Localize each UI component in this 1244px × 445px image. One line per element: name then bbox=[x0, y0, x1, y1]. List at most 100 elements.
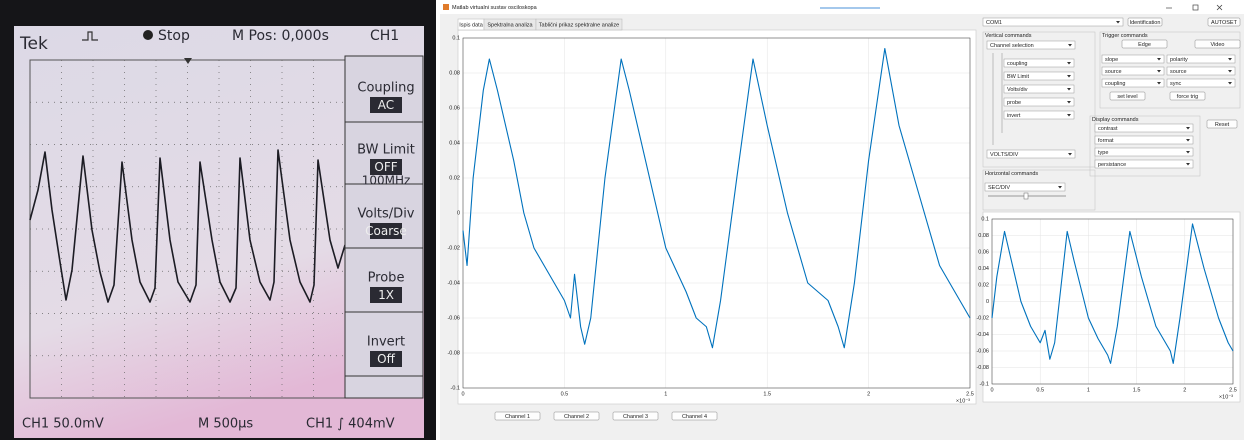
button[interactable] bbox=[1207, 17, 1241, 27]
button[interactable] bbox=[1194, 39, 1241, 49]
stop-dot bbox=[143, 30, 153, 40]
y-tick-label: -0.02 bbox=[447, 245, 460, 251]
panel bbox=[982, 169, 1096, 211]
dropdown-arrow bbox=[1228, 70, 1232, 73]
dropdown-arrow bbox=[1068, 44, 1072, 47]
button-label: AUTOSET bbox=[1211, 20, 1238, 26]
dropdown[interactable] bbox=[1101, 54, 1165, 64]
status: Stop bbox=[158, 28, 190, 44]
dropdown-arrow bbox=[1157, 58, 1161, 61]
dropdown-label: Channel selection bbox=[990, 43, 1034, 49]
dropdown-label: probe bbox=[1007, 100, 1021, 106]
dropdown-label: Volts/div bbox=[1007, 87, 1028, 93]
x-tick-label: 1 bbox=[1087, 387, 1090, 393]
x-tick-label: 0 bbox=[461, 391, 464, 397]
y-tick-label: -0.06 bbox=[447, 315, 460, 321]
dropdown-arrow bbox=[1186, 163, 1190, 166]
dropdown[interactable] bbox=[1166, 54, 1236, 64]
y-tick-label: -0.02 bbox=[976, 315, 989, 321]
dropdown-label: invert bbox=[1007, 113, 1021, 119]
x-tick-label: 2 bbox=[1183, 387, 1186, 393]
dropdown-label: polarity bbox=[1170, 57, 1188, 63]
menu-value-bg bbox=[370, 287, 402, 303]
app-icon bbox=[443, 4, 449, 10]
close[interactable] bbox=[1216, 4, 1223, 11]
dropdown-label: persistance bbox=[1098, 162, 1126, 168]
dropdown[interactable] bbox=[986, 149, 1076, 159]
tab-label: Tablični prikaz spektralne analize bbox=[539, 22, 619, 28]
y-tick-label: -0.04 bbox=[447, 280, 460, 286]
dropdown[interactable] bbox=[1101, 78, 1165, 88]
position: M Pos: 0,000s bbox=[232, 28, 329, 44]
dropdown-arrow bbox=[1157, 70, 1161, 73]
menu-value-bg bbox=[370, 97, 402, 113]
dropdown-label: coupling bbox=[1007, 61, 1028, 67]
tab-label: Spektralna analiza bbox=[487, 22, 533, 28]
dropdown[interactable] bbox=[1101, 66, 1165, 76]
dropdown[interactable] bbox=[1003, 110, 1075, 120]
button[interactable] bbox=[494, 411, 541, 421]
dropdown[interactable] bbox=[984, 182, 1066, 192]
dropdown-label: sync bbox=[1170, 81, 1182, 87]
button-label: Video bbox=[1211, 42, 1225, 48]
button-label: Channel 4 bbox=[682, 414, 707, 420]
panel bbox=[982, 31, 1096, 168]
panel-title: Trigger commands bbox=[1102, 33, 1148, 39]
dropdown[interactable] bbox=[1166, 66, 1236, 76]
button-label: Channel 3 bbox=[623, 414, 648, 420]
dropdown-arrow bbox=[1186, 151, 1190, 154]
button[interactable] bbox=[612, 411, 659, 421]
dropdown-label: type bbox=[1098, 150, 1108, 156]
y-tick-label: -0.06 bbox=[976, 348, 989, 354]
app-window: Matlab virtualni sustav osciloskopa Ispi… bbox=[440, 0, 1244, 440]
menu-extra: 100MHz bbox=[362, 174, 411, 188]
y-tick-label: 0.06 bbox=[449, 105, 460, 111]
button[interactable] bbox=[1169, 91, 1206, 101]
slider-thumb[interactable] bbox=[1023, 192, 1029, 200]
button[interactable] bbox=[1206, 119, 1238, 129]
button-label: Channel 1 bbox=[505, 414, 530, 420]
menu-label: Probe bbox=[368, 271, 405, 286]
dropdown[interactable] bbox=[1003, 58, 1075, 68]
dropdown[interactable] bbox=[1003, 84, 1075, 94]
button[interactable] bbox=[1121, 39, 1168, 49]
menu-label: Invert bbox=[367, 335, 405, 350]
dropdown[interactable] bbox=[1094, 147, 1194, 157]
signal-line bbox=[462, 47, 971, 349]
dropdown-arrow bbox=[1186, 127, 1190, 130]
button[interactable] bbox=[1109, 91, 1146, 101]
dropdown[interactable] bbox=[1094, 135, 1194, 145]
menu-value: Off bbox=[377, 352, 395, 366]
dropdown-label: source bbox=[1105, 69, 1122, 75]
maximize[interactable] bbox=[1192, 4, 1199, 11]
menu-value-bg bbox=[370, 159, 402, 175]
dropdown-arrow bbox=[1068, 153, 1072, 156]
button[interactable] bbox=[671, 411, 718, 421]
button-label: set level bbox=[1117, 94, 1137, 100]
menu-value: Coarse bbox=[365, 224, 407, 238]
x-tick-label: 0.5 bbox=[1036, 387, 1044, 393]
dropdown[interactable] bbox=[1094, 123, 1194, 133]
y-tick-label: 0.06 bbox=[978, 249, 989, 255]
dropdown-arrow bbox=[1067, 75, 1071, 78]
button-label: Edge bbox=[1138, 42, 1151, 48]
dropdown[interactable] bbox=[1166, 78, 1236, 88]
dropdown-arrow bbox=[1058, 186, 1062, 189]
dropdown[interactable] bbox=[1003, 71, 1075, 81]
dropdown-label: slope bbox=[1105, 57, 1118, 63]
panel bbox=[1099, 31, 1241, 109]
dropdown[interactable] bbox=[1094, 159, 1194, 169]
dropdown[interactable] bbox=[982, 17, 1124, 27]
button[interactable] bbox=[553, 411, 600, 421]
dropdown-arrow bbox=[1228, 58, 1232, 61]
axes-box bbox=[991, 218, 1234, 385]
button[interactable] bbox=[1127, 17, 1163, 27]
tab[interactable] bbox=[535, 18, 623, 31]
dropdown[interactable] bbox=[986, 40, 1076, 50]
dropdown-arrow bbox=[1067, 62, 1071, 65]
dropdown-label: coupling bbox=[1105, 81, 1126, 87]
dropdown-arrow bbox=[1186, 139, 1190, 142]
dropdown[interactable] bbox=[1003, 97, 1075, 107]
